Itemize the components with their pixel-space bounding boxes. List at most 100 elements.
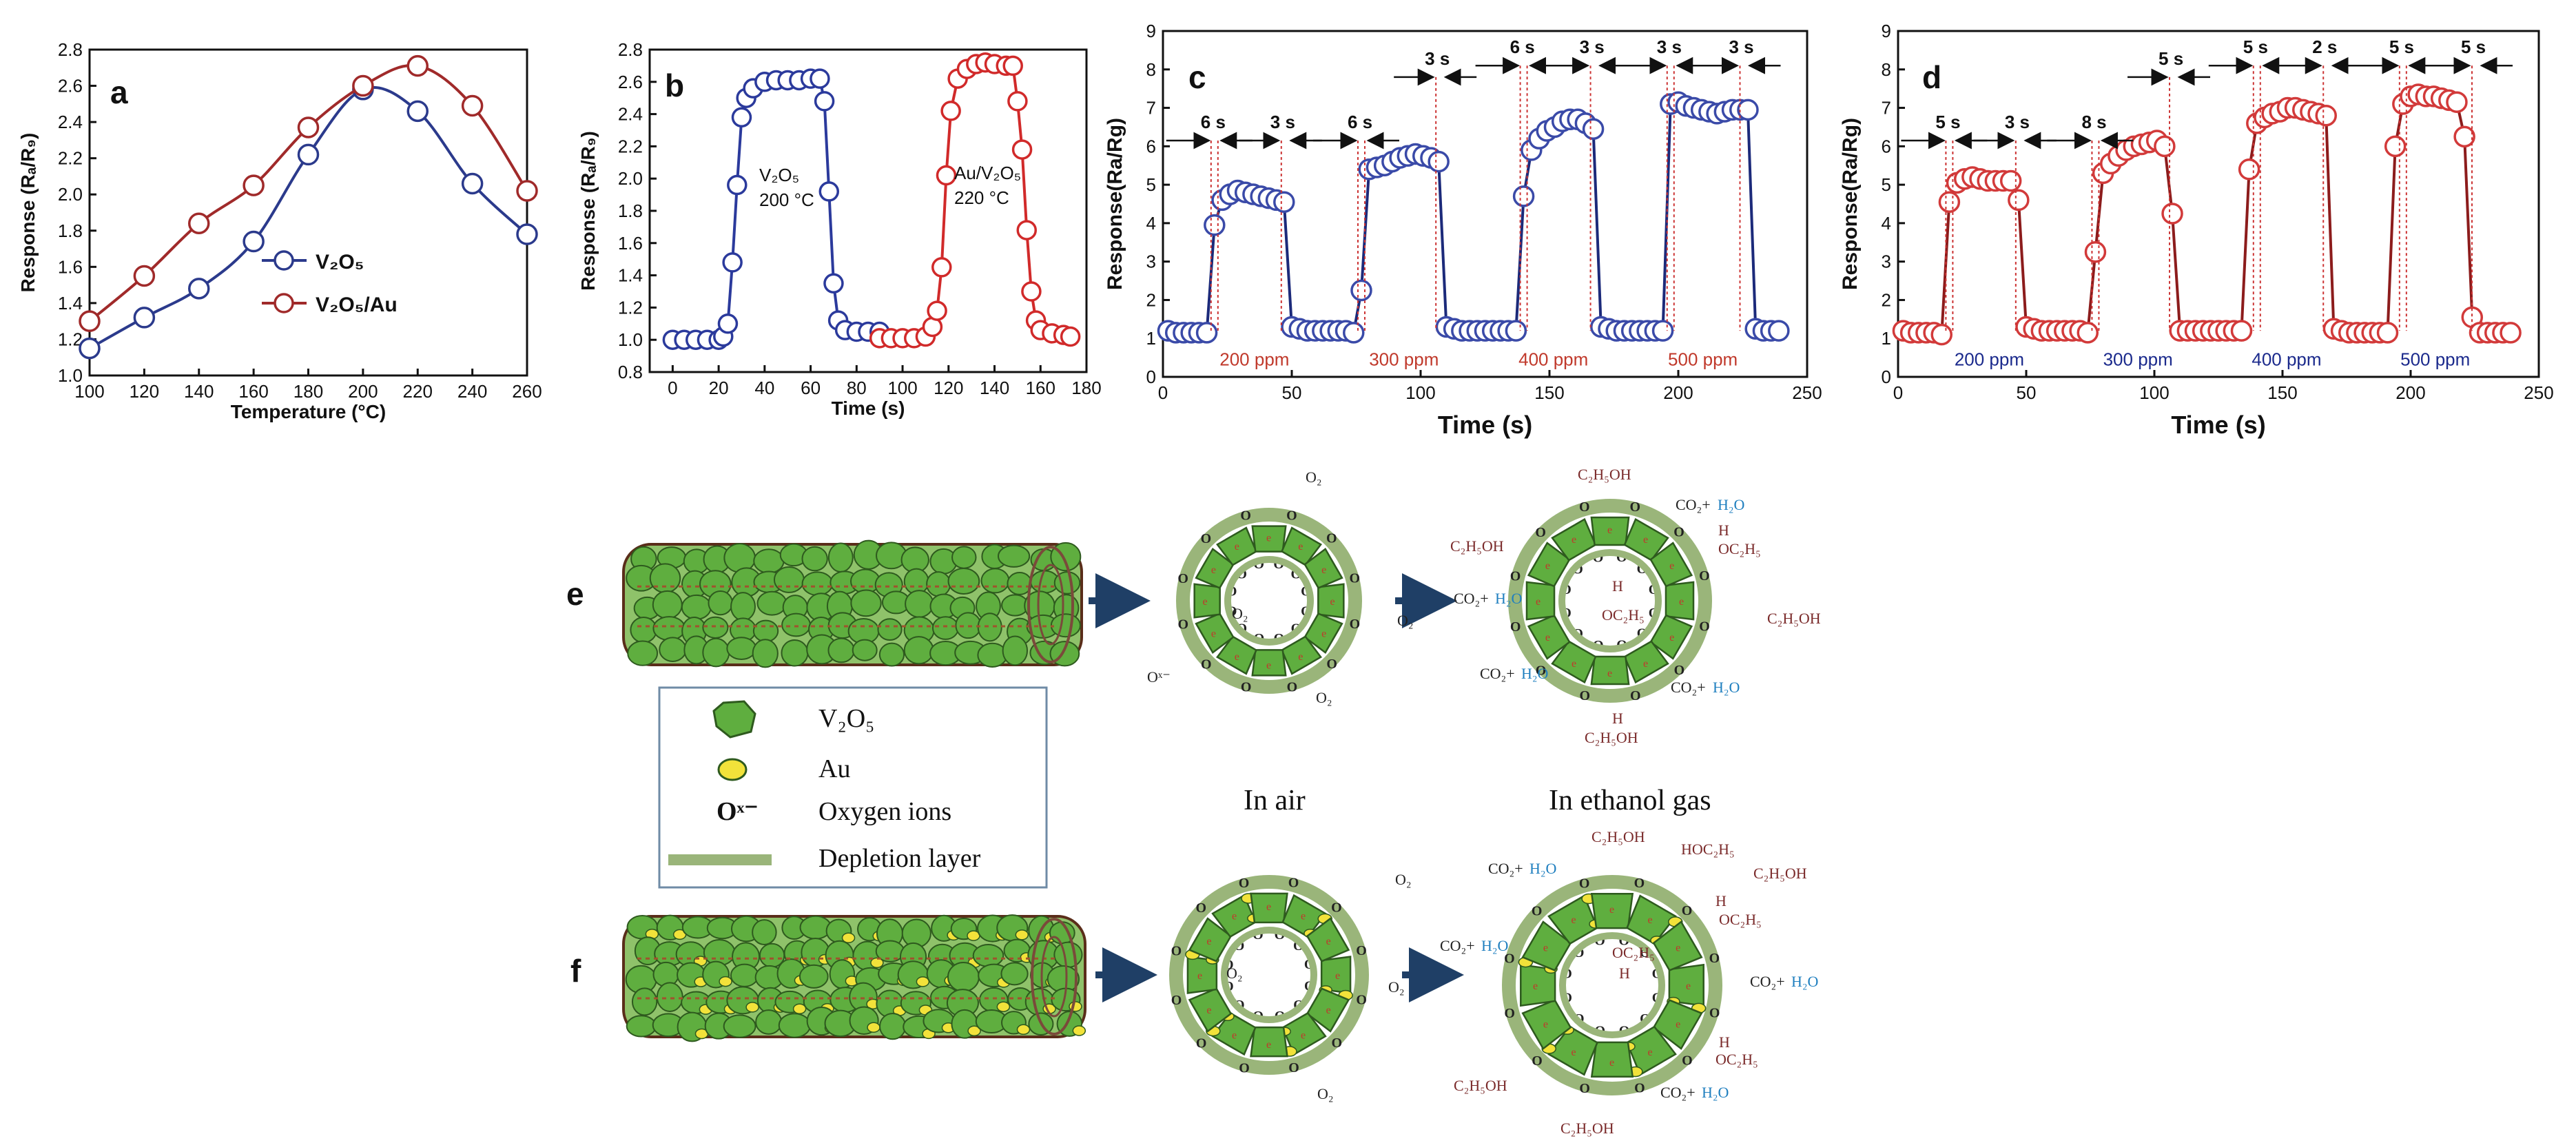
species-h: H bbox=[1619, 965, 1630, 982]
electron: e bbox=[1298, 541, 1303, 553]
data-point bbox=[927, 300, 947, 321]
oxygen-ion: O bbox=[1326, 657, 1337, 672]
data-point bbox=[1938, 191, 1961, 213]
data-point bbox=[1930, 323, 1952, 346]
grain bbox=[801, 546, 828, 572]
electron: e bbox=[1679, 596, 1684, 608]
recovery-time-label: 2 s bbox=[2312, 37, 2337, 57]
schematic-legend: V₂O₅ Au Oˣ⁻ Oxygen ions Depletion layer bbox=[658, 686, 1048, 889]
x-tick-label: 50 bbox=[2017, 382, 2037, 403]
electron: e bbox=[1536, 596, 1541, 608]
electron: e bbox=[1326, 1005, 1331, 1016]
species-co2: CO₂+ bbox=[1480, 665, 1515, 682]
plot-frame bbox=[88, 48, 528, 377]
x-tick-label: 250 bbox=[1792, 382, 1822, 403]
response-time-label: 6 s bbox=[1201, 112, 1226, 132]
data-point bbox=[1016, 220, 1037, 240]
data-point bbox=[133, 265, 156, 287]
electron: e bbox=[1609, 1057, 1614, 1069]
y-axis-label: Response(Ra/Rg) bbox=[1839, 118, 1862, 290]
recovery-time-label: 3 s bbox=[1270, 112, 1295, 132]
oxygen-ion: O bbox=[1510, 568, 1521, 584]
y-axis-label: Response (Rₐ/R₉) bbox=[17, 133, 39, 293]
grain bbox=[972, 943, 1004, 967]
panel-label: d bbox=[1922, 59, 1941, 95]
data-point bbox=[1060, 326, 1081, 347]
y-tick-label: 1.6 bbox=[58, 256, 83, 277]
species-h2o: H₂O bbox=[1521, 665, 1548, 682]
y-tick-label: 4 bbox=[1146, 213, 1156, 234]
oxygen-ion: O bbox=[1634, 1081, 1645, 1096]
y-axis-label: Response (Rₐ/R₉) bbox=[577, 131, 599, 291]
species-co2: CO₂+ bbox=[1676, 496, 1711, 513]
oxygen-ion: O bbox=[1579, 688, 1590, 703]
au-particle bbox=[967, 1025, 981, 1037]
y-tick-label: 1.6 bbox=[618, 233, 643, 254]
species-o2: O₂ bbox=[1388, 978, 1405, 996]
y-tick-label: 6 bbox=[1146, 136, 1156, 156]
response-time-label: 8 s bbox=[2081, 112, 2106, 132]
electron: e bbox=[1545, 560, 1550, 572]
electron: e bbox=[1197, 970, 1202, 982]
data-point bbox=[823, 273, 844, 294]
y-tick-label: 1.0 bbox=[58, 365, 83, 386]
x-axis-label: Time (s) bbox=[832, 398, 905, 419]
species-c2h5oh: C₂H₅OH bbox=[1753, 865, 1807, 882]
grain bbox=[879, 1012, 907, 1040]
species-oc2h5: OC₂H₅ bbox=[1719, 911, 1762, 928]
oxygen-ion: O bbox=[1699, 619, 1710, 635]
legend-oxygen: Oxygen ions bbox=[818, 797, 951, 826]
grain bbox=[773, 566, 805, 593]
y-tick-label: 0 bbox=[1882, 367, 1891, 387]
data-point bbox=[133, 307, 156, 329]
species-o2: O₂ bbox=[1232, 605, 1248, 622]
series-line bbox=[88, 63, 528, 322]
oxygen-ion: O bbox=[1288, 1060, 1299, 1075]
data-point bbox=[1007, 91, 1028, 112]
y-tick-label: 1.2 bbox=[618, 297, 643, 318]
grain bbox=[1053, 941, 1083, 968]
x-tick-label: 140 bbox=[980, 378, 1009, 398]
y-tick-label: 0 bbox=[1146, 367, 1156, 387]
series-annotation: 200 °C bbox=[759, 189, 814, 210]
species-h2o: H₂O bbox=[1495, 590, 1522, 607]
electron: e bbox=[1321, 564, 1326, 576]
oxygen-ion: O bbox=[1287, 680, 1298, 695]
chart-panel-b: 0 20 40 60 80 100 120 140 160 180 0.8 1.0 1.2 1.4 1.6 1… bbox=[577, 39, 1102, 419]
x-tick-label: 150 bbox=[2267, 382, 2297, 403]
x-tick-label: 0 bbox=[1158, 382, 1168, 403]
oxygen-ion: O bbox=[1331, 1036, 1342, 1051]
response-time-label: 5 s bbox=[1935, 112, 1960, 132]
x-tick-label: 120 bbox=[934, 378, 963, 398]
y-tick-label: 2 bbox=[1146, 289, 1156, 310]
y-axis-label: Response(Ra/Rg) bbox=[1104, 118, 1126, 290]
grain bbox=[926, 571, 951, 597]
y-tick-label: 4 bbox=[1882, 213, 1891, 234]
y-tick-label: 1.0 bbox=[618, 329, 643, 350]
grain bbox=[702, 616, 729, 639]
grain bbox=[752, 639, 779, 668]
electron: e bbox=[1609, 904, 1614, 916]
depletion-ring-inner bbox=[1224, 556, 1314, 646]
data-point bbox=[810, 68, 830, 89]
grain bbox=[878, 642, 905, 667]
legend-marker bbox=[274, 293, 294, 313]
chart-panel-a: 100 120 140 160 180 200 220 240 260 1.0 1.2 1.4 1.6 1… bbox=[17, 39, 542, 422]
oxygen-ion: O bbox=[1630, 688, 1641, 703]
grain bbox=[626, 1015, 657, 1038]
y-tick-label: 2.6 bbox=[58, 76, 83, 96]
x-tick-label: 180 bbox=[1071, 378, 1101, 398]
grain bbox=[1000, 962, 1029, 986]
electron: e bbox=[1266, 533, 1271, 544]
oxygen-ion: O bbox=[1682, 1053, 1693, 1069]
electron: e bbox=[1607, 524, 1612, 536]
species-c2h5oh: C₂H₅OH bbox=[1560, 1120, 1614, 1137]
grain bbox=[781, 639, 809, 667]
oxygen-ion: O bbox=[1709, 951, 1720, 966]
species-h: H bbox=[1612, 710, 1623, 727]
grain bbox=[947, 568, 980, 595]
y-tick-label: 6 bbox=[1882, 136, 1891, 156]
species-co2: CO₂+ bbox=[1750, 973, 1785, 990]
data-point bbox=[2384, 135, 2407, 158]
